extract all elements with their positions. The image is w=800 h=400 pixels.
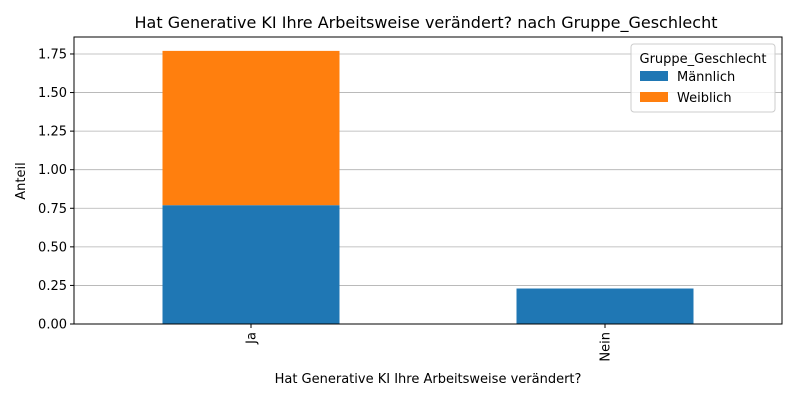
legend-swatch-weiblich <box>640 92 668 102</box>
bar-männlich-ja <box>162 205 340 324</box>
bars <box>162 50 694 324</box>
x-axis-title: Hat Generative KI Ihre Arbeitsweise verä… <box>275 372 582 387</box>
legend-label-weiblich: Weiblich <box>677 91 732 106</box>
x-axis: Ja Nein <box>245 324 614 362</box>
y-axis: 0.00 0.25 0.50 0.75 1.00 1.25 1.50 1.75 <box>38 47 74 333</box>
y-tick-label: 0.75 <box>38 202 67 217</box>
y-tick-label: 0.00 <box>38 318 67 333</box>
y-tick-label: 1.50 <box>38 86 67 101</box>
legend-title: Gruppe_Geschlecht <box>640 52 767 67</box>
legend-swatch-männlich <box>640 71 668 81</box>
y-tick-label: 1.75 <box>38 47 67 62</box>
legend: Gruppe_Geschlecht Männlich Weiblich <box>630 43 776 113</box>
x-tick-label: Ja <box>245 332 260 345</box>
y-tick-label: 1.00 <box>38 163 67 178</box>
bar-weiblich-ja <box>162 50 340 206</box>
y-tick-label: 1.25 <box>38 125 67 140</box>
x-tick-label: Nein <box>599 332 614 362</box>
chart-title: Hat Generative KI Ihre Arbeitsweise verä… <box>135 13 718 33</box>
y-tick-label: 0.25 <box>38 279 67 294</box>
legend-label-männlich: Männlich <box>677 70 735 85</box>
plot-frame <box>73 36 783 325</box>
bar-männlich-nein <box>516 288 694 324</box>
y-axis-title: Anteil <box>14 162 29 199</box>
y-tick-label: 0.50 <box>38 240 67 255</box>
